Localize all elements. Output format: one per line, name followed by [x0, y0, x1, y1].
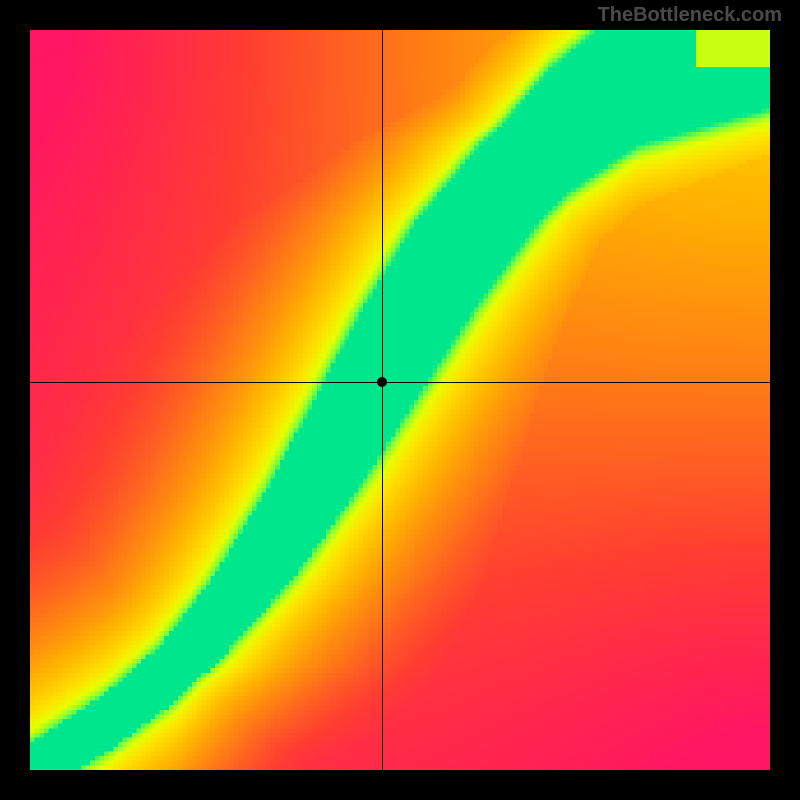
watermark-text: TheBottleneck.com [598, 4, 782, 27]
crosshair-vertical [382, 30, 383, 770]
crosshair-marker [377, 377, 387, 387]
heatmap-plot [30, 30, 770, 770]
heatmap-canvas [30, 30, 770, 770]
crosshair-horizontal [30, 382, 770, 383]
